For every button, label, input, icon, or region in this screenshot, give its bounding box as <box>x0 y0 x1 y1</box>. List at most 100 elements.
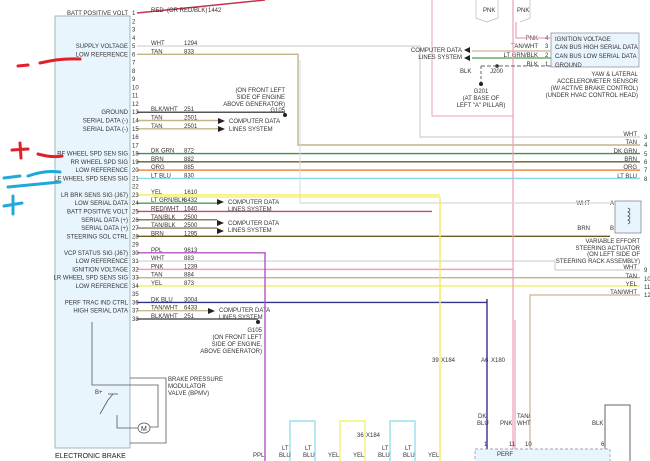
right-pin-number: 10 <box>644 277 650 283</box>
right-wire-label: TAN <box>625 140 637 146</box>
pin-number: 18 <box>132 152 139 158</box>
wire-color-label: DK BLU <box>151 297 173 303</box>
circuit-number: 1294 <box>184 41 198 47</box>
pin-31: 31 LOW REFERENCE WHT 883 <box>76 256 195 265</box>
pin-number: 23 <box>132 193 139 199</box>
connector-39: 39 <box>432 358 439 364</box>
pin-number: 7 <box>132 61 136 67</box>
yaw-pin-number: 1 <box>545 62 549 68</box>
wire-color-label: BRN <box>151 157 164 163</box>
pin-13: 13 GROUND BLK/WHT 251 <box>101 107 194 116</box>
wire-label: BLU <box>403 453 415 459</box>
wire-color-label: BRN <box>151 231 164 237</box>
connector-a6: A6 <box>481 358 489 364</box>
module-name-bg <box>53 450 135 461</box>
connector-36: 36 <box>357 433 364 439</box>
pin-27: 27 SERIAL DATA (+) TAN/BLK 2500 <box>81 223 198 232</box>
connector-x184: X184 <box>441 358 456 364</box>
pin-20: 20 LOW REFERENCE ORG 885 <box>76 165 195 174</box>
pin-number: 19 <box>132 160 139 166</box>
circuit-number: 1640 <box>184 206 198 212</box>
pin-number: 1 <box>132 11 136 17</box>
pin-22: 22 <box>132 185 139 191</box>
pin-26: 26 SERIAL DATA (+) TAN/BLK 2500 <box>81 215 198 224</box>
pin-25: 25 BATT POSITIVE VOLT RED/WHT 1640 <box>67 206 198 215</box>
yaw-sensor-name: (W/ ACTIVE BRAKE CONTROL) <box>551 86 638 92</box>
pin-number: 4 <box>132 36 136 42</box>
pin-number: 9 <box>132 77 136 83</box>
pin-29: 29 <box>132 243 139 249</box>
pin-15: 15 SERIAL DATA (-) TAN 2501 <box>83 124 198 133</box>
pin-number: 16 <box>132 135 139 141</box>
circuit-number: 885 <box>184 165 195 171</box>
right-pin-number: 5 <box>644 152 648 158</box>
pin-number: 15 <box>132 127 139 133</box>
right-pin-number: 7 <box>644 168 648 174</box>
wire-label: PNK <box>517 8 529 14</box>
pin-label: SUPPLY VOLTAGE <box>76 44 128 50</box>
actuator-name: STEERING ACTUATOR <box>576 246 641 252</box>
wire-color-label: ORG <box>151 165 165 171</box>
svg-text:LINES SYSTEM: LINES SYSTEM <box>229 127 273 133</box>
circuit-number: 2501 <box>184 116 198 122</box>
hand-annotations <box>2 57 82 216</box>
right-pin-number: 11 <box>644 285 650 291</box>
computer-data-label: LINES SYSTEM <box>418 55 462 61</box>
right-pin-number: 4 <box>644 143 648 149</box>
computer-data-arrow-1: COMPUTER DATA LINES SYSTEM <box>218 118 280 133</box>
right-wire-label: TAN <box>625 274 637 280</box>
pin-number: 35 <box>132 292 139 298</box>
pin-number: 29 <box>132 243 139 249</box>
pin-label: STEERING SOL CTRL <box>67 234 129 240</box>
module-name: ELECTRONIC BRAKE <box>55 453 126 460</box>
pin-label: BATT POSITIVE VOLT <box>67 209 128 215</box>
pin-label: A <box>610 201 614 207</box>
wire-label: LT <box>305 446 312 452</box>
pin-7: 7 <box>132 61 136 67</box>
wire-label: YEL <box>353 453 365 459</box>
circuit-number: 251 <box>184 314 195 320</box>
pin-10: 10 <box>132 85 139 91</box>
circuit-number: 884 <box>184 273 195 279</box>
pin-number: 25 <box>132 209 139 215</box>
circuit-number: 1610 <box>184 190 198 196</box>
wire-label: BLU <box>378 453 390 459</box>
pin-11: 11 <box>132 94 139 100</box>
pin-label: LR WHEEL SPD SENS SIG <box>54 276 129 282</box>
wire-pin-6 <box>137 53 640 146</box>
right-wire-label: BRN <box>624 157 637 163</box>
circuit-number: 2501 <box>184 124 198 130</box>
pin-37: 37 HIGH SERIAL DATA TAN/WHT 6433 <box>73 306 198 315</box>
steering-actuator-box <box>614 200 642 234</box>
wire-color-label: TAN <box>151 49 163 55</box>
pin-number: 27 <box>132 226 139 232</box>
wire-color-label: RED <box>151 8 164 14</box>
bplus-label: B+ <box>95 390 103 396</box>
svg-text:COMPUTER DATA: COMPUTER DATA <box>229 119 280 125</box>
wire-color-label: YEL <box>151 190 163 196</box>
circuit-number: 833 <box>184 49 195 55</box>
pin-32: 32 IGNITION VOLTAGE PNK 1239 <box>72 264 198 273</box>
circuit-number: 830 <box>184 173 195 179</box>
svg-text:G105: G105 <box>270 108 285 114</box>
pin-label: LOW REFERENCE <box>76 259 128 265</box>
svg-text:LINES SYSTEM: LINES SYSTEM <box>219 315 263 321</box>
right-wire-label: LT BLU <box>617 174 637 180</box>
yaw-sensor-box <box>550 32 640 68</box>
wire-color-label: TAN/BLK <box>151 215 176 221</box>
wire-color-label: BLK/WHT <box>151 107 178 113</box>
pin-5: 5 SUPPLY VOLTAGE WHT 1294 <box>76 41 198 50</box>
pin-number: 8 <box>132 69 136 75</box>
pin-label: GROUND <box>101 110 128 116</box>
right-pin-number: 12 <box>644 293 650 299</box>
motor-icon: M <box>141 426 147 433</box>
circuit-number: 873 <box>184 281 195 287</box>
circuit-number: 6433 <box>184 306 198 312</box>
svg-text:(ON FRONT LEFT: (ON FRONT LEFT <box>212 335 262 341</box>
yaw-wire-label: TAN/WHT <box>511 44 538 50</box>
pin-number: 14 <box>132 119 139 125</box>
connector-x180: X180 <box>491 358 506 364</box>
